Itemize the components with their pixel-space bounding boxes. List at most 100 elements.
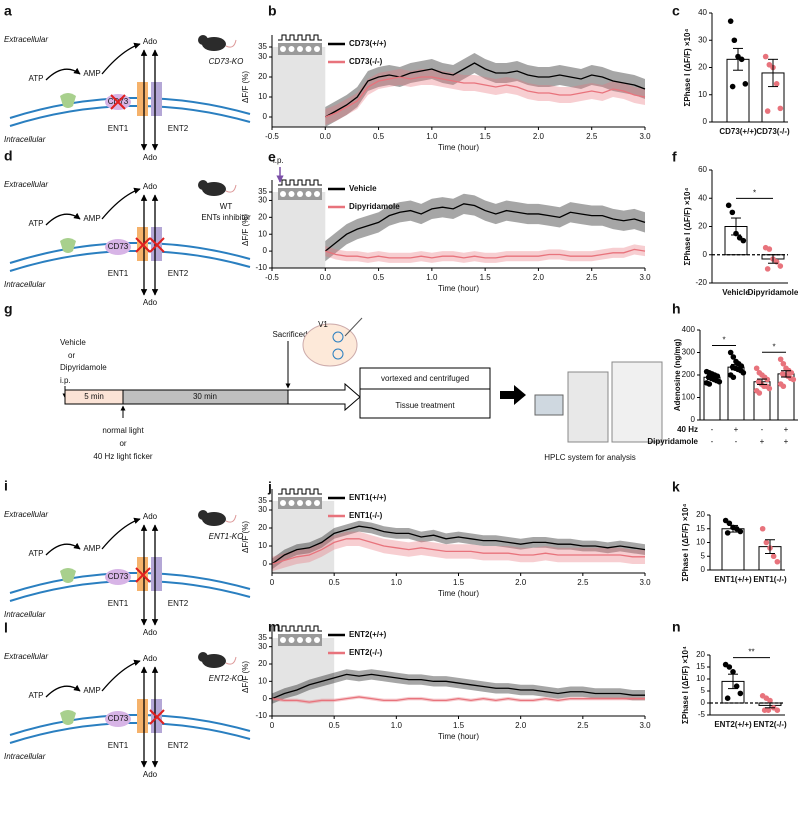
- data-point: [767, 697, 773, 704]
- mouse-body: [202, 37, 226, 51]
- annotation: i.p.: [273, 156, 284, 165]
- membrane: [9, 97, 251, 119]
- stimulus-light: [288, 637, 295, 643]
- factor-label: 40 Hz: [677, 425, 698, 434]
- atp-label: ATP: [29, 74, 44, 83]
- series-line: [325, 76, 646, 118]
- y-tick-label: 30: [258, 642, 267, 651]
- data-point: [726, 664, 733, 670]
- conversion-arrow: [101, 517, 141, 550]
- data-point: [765, 707, 772, 713]
- y-tick-label: 300: [682, 348, 696, 357]
- data-point: [753, 365, 760, 372]
- x-tick-label: 3.0: [639, 132, 651, 141]
- y-tick-label: 20: [258, 212, 267, 221]
- extracellular-label: Extracellular: [4, 35, 48, 44]
- stimulus-wave: [278, 488, 322, 495]
- data-point: [780, 383, 787, 390]
- factor-level: -: [761, 425, 764, 434]
- cd73-label: CD73: [108, 714, 129, 723]
- significance-label: *: [753, 188, 756, 197]
- x-tick-label: 0: [270, 578, 275, 587]
- light-label: or: [119, 439, 126, 448]
- series-line: [324, 203, 646, 252]
- stimulus-wave: [278, 625, 322, 632]
- stimulus-light: [314, 637, 320, 643]
- series-line: [271, 538, 645, 565]
- membrane: [9, 250, 251, 272]
- amp-label: AMP: [83, 686, 100, 695]
- y-axis-label: ΣPhase I (ΔF/F) ×10⁴: [683, 188, 692, 266]
- x-tick-label: 3.0: [639, 721, 651, 730]
- panel-label: b: [268, 3, 277, 19]
- x-tick-label: CD73(-/-): [756, 127, 790, 136]
- conversion-arrow: [101, 659, 141, 692]
- data-point: [733, 683, 740, 689]
- data-point: [777, 263, 784, 269]
- mouse-label: ENT1-KO: [209, 532, 244, 541]
- y-tick-label: -10: [255, 711, 267, 720]
- data-point: [780, 360, 787, 367]
- legend-label: Dipyridamole: [349, 202, 400, 211]
- extracellular-label: Extracellular: [4, 180, 48, 189]
- series-line: [324, 62, 646, 118]
- stimulus-light: [280, 191, 286, 197]
- x-tick-label: 0.0: [320, 273, 332, 282]
- data-point: [764, 108, 771, 114]
- panel-label: m: [268, 619, 280, 635]
- x-axis-label: Time (hour): [438, 284, 479, 293]
- y-tick-label: 0: [263, 559, 268, 568]
- conversion-arrow: [45, 684, 81, 698]
- data-point: [764, 376, 771, 383]
- processing-label: Tissue treatment: [395, 401, 455, 410]
- y-tick-label: 0: [703, 117, 708, 126]
- ent2-label: ENT2: [168, 741, 189, 750]
- stimulus-light: [280, 637, 286, 643]
- treatment-label: Dipyridamole: [60, 363, 107, 372]
- series-line: [271, 673, 645, 700]
- data-point: [726, 520, 733, 527]
- ent2-shape: [151, 82, 162, 116]
- y-axis-label: ΣPhase I (ΔF/F) ×10⁴: [683, 29, 692, 107]
- x-tick-label: 2.5: [586, 273, 598, 282]
- x-tick-label: 0.5: [373, 132, 385, 141]
- y-tick-label: 10: [696, 538, 705, 547]
- factor-level: -: [735, 437, 738, 446]
- y-tick-label: 30: [258, 52, 267, 61]
- x-tick-label: 1.0: [426, 273, 438, 282]
- data-point: [730, 374, 737, 381]
- y-tick-label: 0: [701, 565, 706, 574]
- intracellular-label: Intracellular: [4, 752, 46, 761]
- panel-label: g: [4, 301, 13, 317]
- factor-level: -: [711, 437, 714, 446]
- v1-region: [332, 331, 344, 343]
- data-point: [763, 539, 770, 546]
- y-tick-label: 400: [682, 325, 696, 334]
- panel-label: e: [268, 149, 276, 165]
- x-tick-label: ENT1(+/+): [714, 575, 752, 584]
- membrane: [9, 714, 251, 736]
- hplc-monitor: [534, 394, 564, 416]
- data-point: [774, 558, 781, 565]
- x-tick-label: 0.0: [320, 132, 332, 141]
- ado-label: Ado: [143, 182, 158, 191]
- intracellular-label: Intracellular: [4, 280, 46, 289]
- panel-label: c: [672, 3, 680, 19]
- series-line: [271, 696, 645, 703]
- x-tick-label: 2.5: [586, 132, 598, 141]
- y-tick-label: 10: [258, 541, 267, 550]
- light-label: 40 Hz light ficker: [93, 452, 152, 461]
- data-point: [729, 83, 736, 90]
- v1-region: [332, 348, 344, 360]
- mouse-tail: [225, 656, 237, 665]
- x-tick-label: Dipyridamole: [748, 288, 799, 297]
- data-point: [766, 246, 773, 252]
- stimulus-window: [272, 47, 326, 127]
- mouse-label: CD73-KO: [209, 57, 244, 66]
- stimulus-light: [288, 191, 295, 197]
- stimulus-light: [297, 500, 303, 506]
- factor-level: +: [760, 437, 765, 446]
- ado-label: Ado: [143, 298, 158, 307]
- data-point: [725, 202, 732, 209]
